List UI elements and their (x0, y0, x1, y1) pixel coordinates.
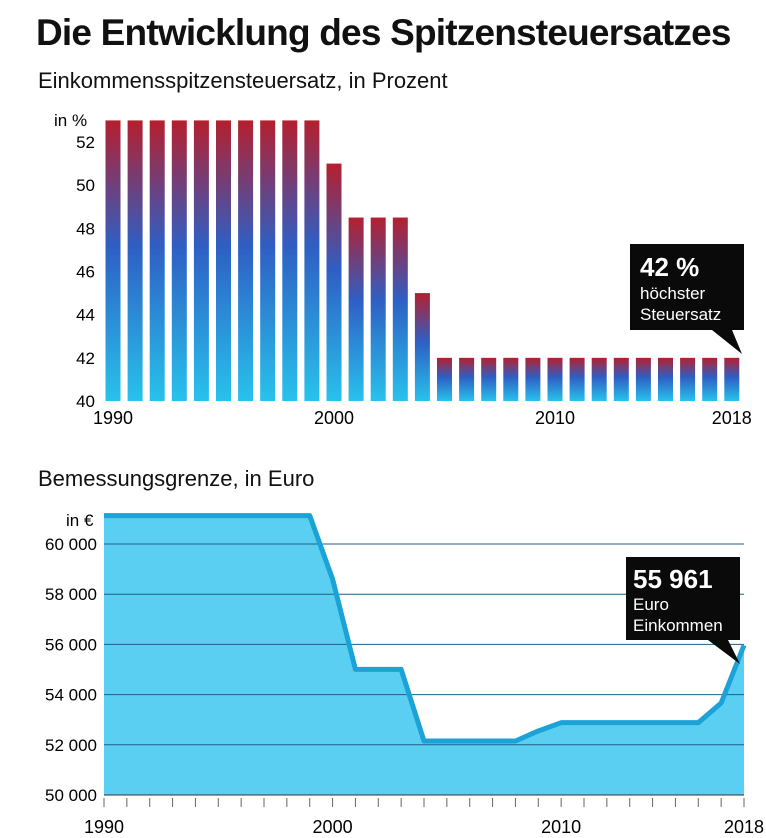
x-tick-label: 2010 (541, 817, 581, 837)
bar (525, 357, 541, 401)
bar (414, 293, 430, 401)
y-tick-label: 46 (76, 263, 95, 282)
bar (547, 357, 563, 401)
bar (503, 357, 519, 401)
y-tick-label: 48 (76, 219, 95, 238)
x-tick-label: 2018 (712, 408, 752, 428)
bar (238, 120, 254, 402)
chart2-subtitle: Bemessungsgrenze, in Euro (38, 466, 315, 491)
callout-value: 55 961 (633, 564, 713, 594)
y-tick-label: 52 000 (45, 736, 97, 755)
bar (724, 357, 740, 401)
callout-value: 42 % (640, 252, 699, 282)
unit-label: in % (54, 111, 87, 130)
bar (282, 120, 298, 402)
bar (481, 357, 497, 401)
bar (216, 120, 231, 402)
bar (370, 217, 386, 401)
tax-rate-bar-chart: in % 40 42 44 46 48 50 52 1990 2000 2010 2018 42 % hö… (54, 111, 752, 428)
callout-max-rate: 42 % höchster Steuersatz (630, 244, 744, 354)
unit-label: in € (66, 511, 94, 530)
bar (127, 120, 143, 402)
bar (304, 120, 320, 402)
bar (149, 120, 165, 402)
bar (105, 120, 121, 402)
bar (171, 120, 187, 402)
callout-line2: Einkommen (633, 616, 723, 635)
x-tick-label: 1990 (93, 408, 133, 428)
y-tick-label: 50 000 (45, 786, 97, 805)
callout-line1: höchster (640, 284, 706, 303)
callout-line1: Euro (633, 595, 669, 614)
bar (569, 357, 585, 401)
y-tick-label: 58 000 (45, 585, 97, 604)
y-tick-label: 50 (76, 176, 95, 195)
series-line (104, 513, 747, 744)
x-tick-label: 2010 (535, 408, 575, 428)
y-tick-label: 44 (76, 306, 95, 325)
chart-title: Die Entwicklung des Spitzensteuersatzes (36, 12, 731, 53)
bar (459, 357, 475, 401)
y-tick-label: 60 000 (45, 535, 97, 554)
x-tick-label: 1990 (84, 817, 124, 837)
x-tick-label: 2018 (724, 817, 764, 837)
chart1-subtitle: Einkommensspitzensteuersatz, in Prozent (38, 68, 448, 93)
x-tick-label: 2000 (314, 408, 354, 428)
y-tick-label: 52 (76, 133, 95, 152)
bar (635, 357, 651, 401)
bar (348, 217, 364, 401)
y-tick-label: 40 (76, 392, 95, 411)
bar (613, 357, 629, 401)
bar (437, 357, 452, 401)
callout-box (630, 244, 744, 354)
y-tick-label: 56 000 (45, 635, 97, 654)
callout-line2: Steuersatz (640, 305, 721, 324)
bar (326, 163, 342, 401)
y-tick-label: 42 (76, 349, 95, 368)
y-tick-label: 54 000 (45, 686, 97, 705)
bar (680, 357, 696, 401)
bar (193, 120, 209, 402)
bar (702, 357, 718, 401)
callout-box (626, 557, 740, 664)
bar (260, 120, 276, 402)
bar (392, 217, 408, 401)
bar (658, 357, 673, 401)
bar (591, 357, 607, 401)
x-tick-label: 2000 (313, 817, 353, 837)
